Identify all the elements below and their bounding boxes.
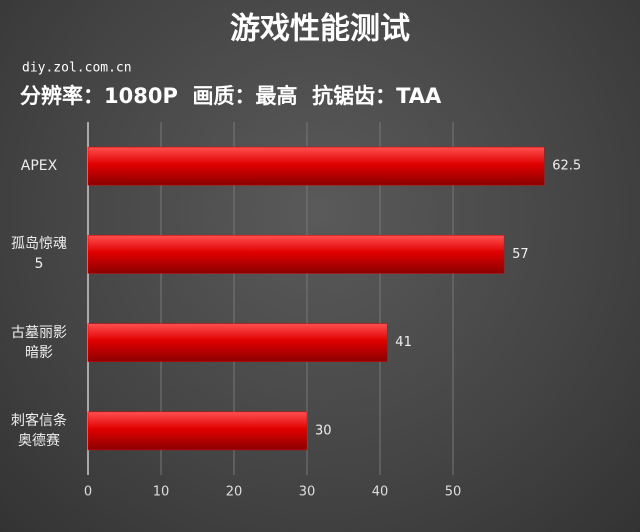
x-tick-label: 50 (445, 485, 462, 500)
value-label: 30 (315, 423, 332, 438)
bar (87, 235, 505, 274)
value-label: 57 (512, 247, 529, 262)
bar (87, 411, 308, 451)
value-label: 41 (395, 335, 412, 350)
bar (87, 323, 388, 362)
x-tick-label: 30 (299, 485, 316, 500)
y-tick-label: APEX (20, 158, 58, 175)
y-tick-label: 刺客信条奥德赛 (11, 412, 67, 449)
y-tick-label: 古墓丽影暗影 (11, 324, 67, 361)
settings-note: 分辨率：1080P 画质：最高 抗锯齿：TAA (20, 84, 442, 108)
y-tick-label: 孤岛惊魂5 (11, 236, 67, 273)
x-tick-label: 10 (153, 485, 170, 500)
value-label: 62.5 (552, 159, 581, 174)
x-tick-label: 20 (226, 485, 243, 500)
chart-title: 游戏性能测试 (230, 12, 410, 47)
x-tick-label: 0 (84, 485, 92, 500)
source: diy.zol.com.cn (22, 61, 132, 76)
x-tick-label: 40 (372, 485, 389, 500)
bar (87, 146, 545, 186)
